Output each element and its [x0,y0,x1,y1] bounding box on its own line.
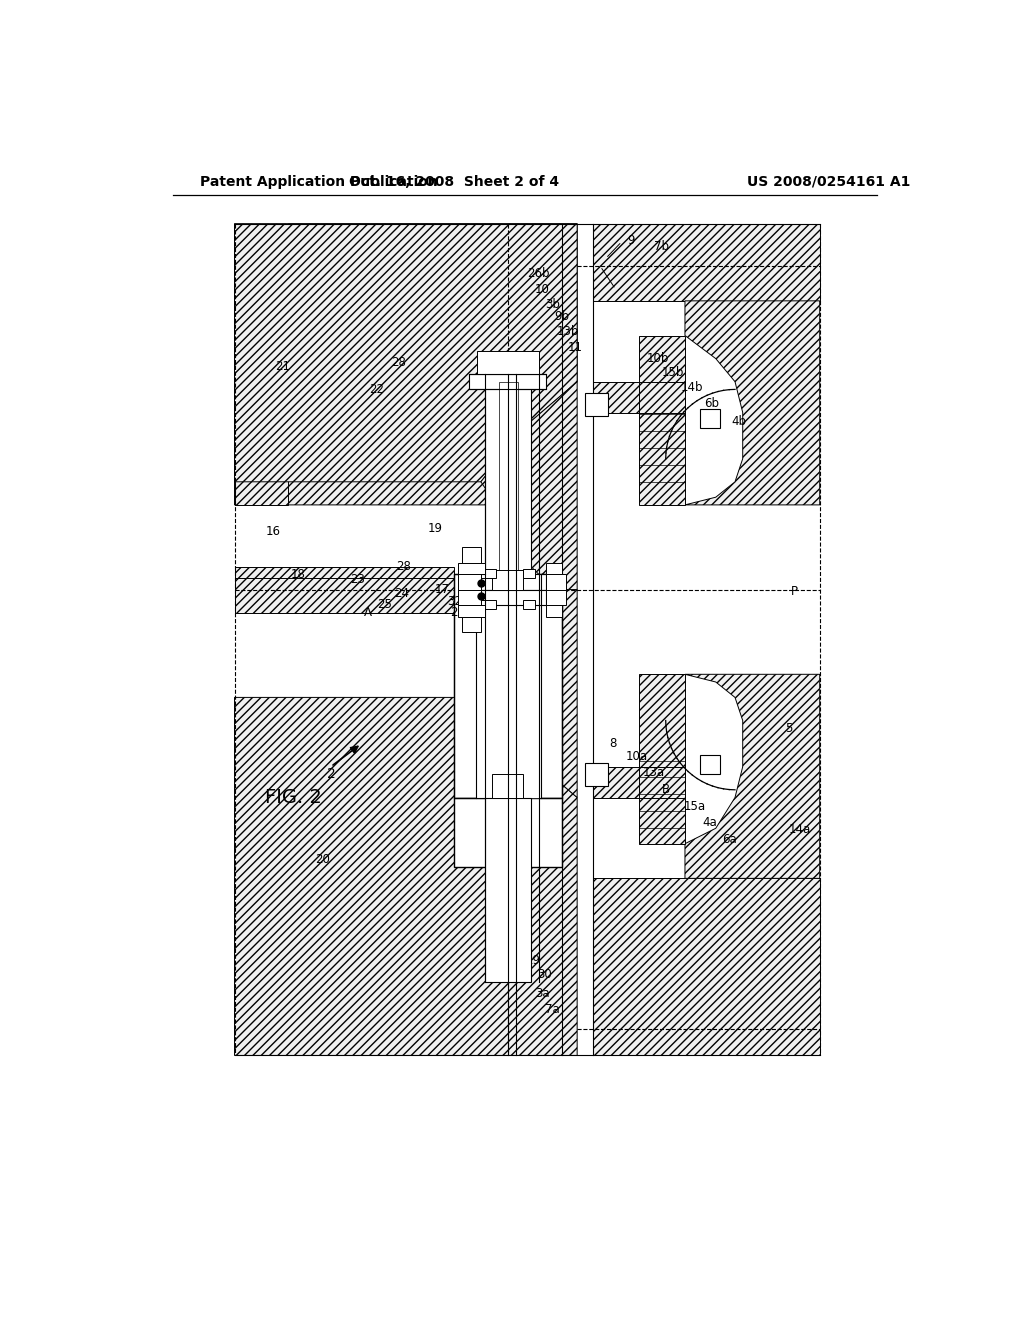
Bar [493,570,523,590]
Text: 5: 5 [785,722,793,735]
Polygon shape [639,767,685,797]
Text: 11: 11 [568,341,583,354]
Polygon shape [639,381,685,412]
Text: 13b: 13b [557,325,580,338]
Text: 12: 12 [504,907,519,920]
Bar [454,574,562,797]
Text: 29: 29 [525,954,540,968]
Text: 26a: 26a [497,891,519,904]
Bar [585,763,608,785]
Text: Patent Application Publication: Patent Application Publication [200,174,437,189]
Text: 15a: 15a [683,800,706,813]
Text: 14a: 14a [788,824,811,837]
Bar [493,775,523,797]
Bar [481,569,497,578]
Bar [484,797,531,982]
Text: 7b: 7b [654,240,669,253]
Text: 27: 27 [451,606,466,619]
Text: 17: 17 [435,583,451,597]
Text: 26b: 26b [527,268,550,280]
Bar [523,569,535,578]
Text: 10b: 10b [646,352,669,366]
Bar [477,351,539,374]
Text: 14b: 14b [681,381,703,395]
Polygon shape [234,224,578,482]
Text: 4b: 4b [731,416,746,428]
Text: B: B [662,783,670,796]
Text: 32: 32 [446,594,462,607]
Text: 1: 1 [510,921,518,935]
Bar [547,590,565,605]
Bar [469,590,547,605]
Text: 9a: 9a [514,937,528,950]
Text: 9b: 9b [554,310,569,323]
Text: 3b: 3b [545,298,560,312]
Text: 6b: 6b [705,397,719,409]
Text: 9: 9 [628,234,635,247]
Text: 28: 28 [391,356,406,370]
Text: 28: 28 [396,560,412,573]
Bar [462,548,481,562]
Polygon shape [234,578,454,612]
Text: 24: 24 [394,587,410,601]
Text: 16: 16 [265,525,281,539]
Bar [469,574,547,590]
Polygon shape [593,878,819,1056]
Text: 4a: 4a [701,816,717,829]
Text: 8: 8 [609,737,616,750]
Text: 30: 30 [538,968,552,981]
Bar [484,381,531,574]
Bar [700,755,720,775]
Text: 23: 23 [350,573,366,586]
Polygon shape [593,335,685,506]
Text: Oct. 16, 2008  Sheet 2 of 4: Oct. 16, 2008 Sheet 2 of 4 [349,174,559,189]
Text: 22: 22 [370,383,384,396]
Text: 7a: 7a [545,1003,560,1016]
Text: 15b: 15b [662,366,684,379]
Text: A: A [364,606,372,619]
Text: 19: 19 [427,521,442,535]
Bar [481,599,497,609]
Polygon shape [481,590,578,797]
Text: 21: 21 [275,360,291,372]
Polygon shape [289,224,578,335]
Polygon shape [234,566,454,601]
Bar [585,393,608,416]
Bar [499,381,518,574]
Polygon shape [685,301,819,506]
Bar [458,574,481,590]
Text: 20: 20 [315,853,330,866]
Text: 3a: 3a [536,987,550,1001]
Text: 18: 18 [291,568,305,581]
Text: US 2008/0254161 A1: US 2008/0254161 A1 [746,174,910,189]
Text: 26: 26 [488,875,504,888]
Bar [475,574,541,797]
Bar [547,574,565,590]
Bar [458,590,481,605]
Text: 25: 25 [377,598,392,611]
Bar [547,605,562,616]
Polygon shape [234,224,578,506]
Text: 10a: 10a [626,750,648,763]
Bar [523,599,535,609]
Polygon shape [685,675,819,878]
Text: 2: 2 [327,767,336,781]
Bar [454,797,562,867]
Text: FIG. 2: FIG. 2 [265,788,323,807]
Bar [462,616,481,632]
Text: 10: 10 [536,282,550,296]
Polygon shape [481,381,578,590]
Text: 6a: 6a [722,833,736,846]
Bar [700,409,720,428]
Polygon shape [234,697,578,1056]
Bar [547,562,562,574]
Polygon shape [234,224,289,506]
Polygon shape [593,224,819,301]
Text: 13a: 13a [643,766,665,779]
Bar [469,374,547,389]
Text: P: P [792,585,799,598]
Bar [458,605,484,616]
Polygon shape [593,675,685,843]
Bar [458,562,484,574]
